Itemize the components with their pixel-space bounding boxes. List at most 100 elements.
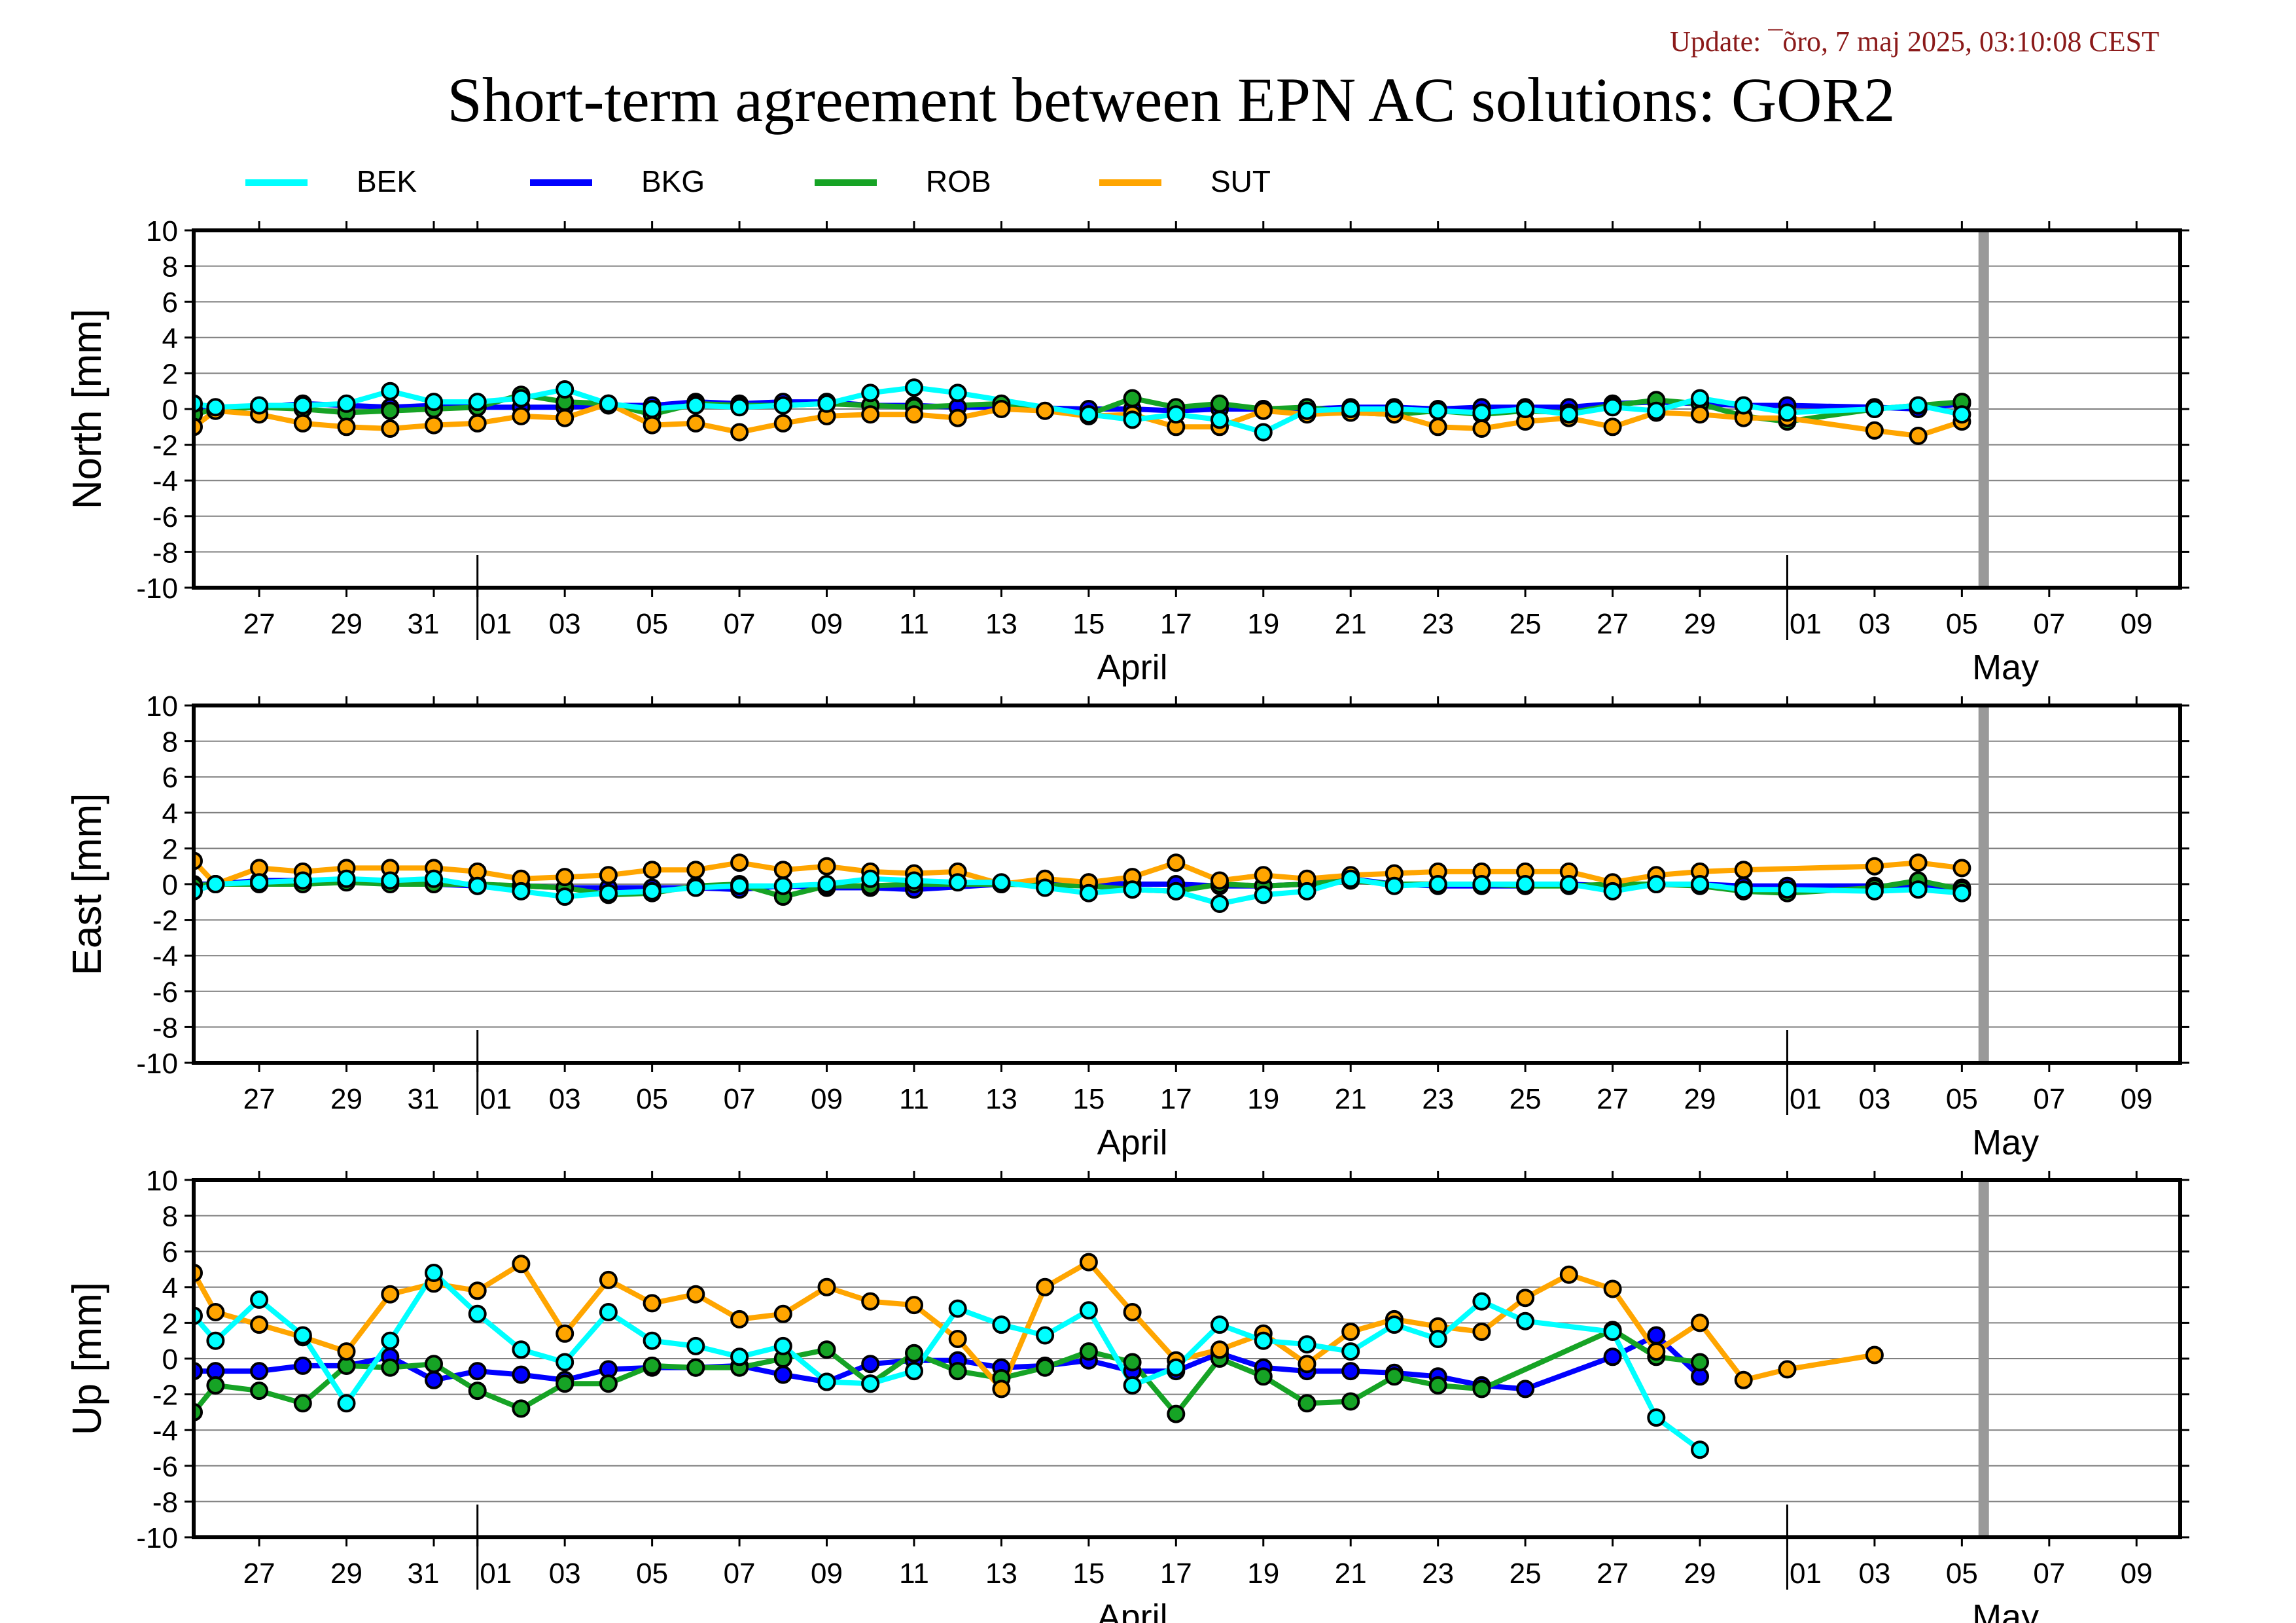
data-point-rob [250, 1382, 269, 1400]
data-point-bkg [425, 1370, 443, 1389]
data-point-bek [206, 1331, 225, 1350]
data-point-sut [1603, 1279, 1622, 1298]
data-point-bek [1647, 401, 1666, 420]
data-point-bek [773, 396, 792, 415]
data-point-bek [425, 1264, 443, 1282]
data-point-sut [1254, 401, 1273, 420]
plot-frame [192, 1178, 2182, 1539]
data-point-bek [1778, 880, 1797, 899]
x-tick-label: 29 [1684, 1083, 1716, 1115]
y-tick-label: 4 [162, 798, 178, 830]
data-point-bek [1298, 1335, 1316, 1354]
data-point-sut [1691, 405, 1709, 424]
y-tick-label: -6 [152, 1451, 178, 1483]
data-point-rob [1254, 1367, 1273, 1386]
data-point-bek [1778, 403, 1797, 422]
x-tick-label: 21 [1335, 1558, 1367, 1590]
data-point-bek [773, 876, 792, 895]
x-tick-label: 31 [408, 1558, 440, 1590]
data-point-bek [1254, 423, 1273, 442]
series-group [194, 851, 1971, 913]
data-point-sut [992, 1380, 1011, 1399]
data-point-sut [1734, 1370, 1753, 1389]
data-point-bek [1341, 1342, 1360, 1361]
y-tick-label: 10 [146, 1165, 178, 1197]
data-point-bek [643, 882, 662, 901]
data-point-sut [1036, 1277, 1055, 1296]
panel-2: 10 8 6 42 0 -2-4 -6 -8 -10 East [mm] 27 29 31 01 03 05 0… [65, 690, 2189, 1162]
x-tick-label: 15 [1072, 608, 1104, 640]
data-point-sut [337, 1342, 356, 1361]
x-tick-label: 05 [636, 1083, 668, 1115]
y-tick-label: 4 [162, 1272, 178, 1304]
y-axis-label: North [mm] [65, 309, 110, 510]
x-tick-label: 11 [899, 1083, 929, 1115]
x-tick-label: 11 [899, 1558, 929, 1590]
y-axis-label: East [mm] [65, 793, 110, 975]
data-point-bek [817, 1372, 836, 1391]
data-point-bkg [1647, 1326, 1666, 1345]
data-point-bek [643, 400, 662, 418]
data-point-sut [1603, 418, 1622, 437]
data-point-bek [905, 1362, 923, 1381]
data-point-sut [1516, 1289, 1535, 1308]
data-point-sut [817, 1277, 836, 1296]
data-point-bek [948, 1299, 967, 1318]
x-tick-label: 03 [1858, 608, 1890, 640]
x-tick-label: 09 [2121, 1083, 2153, 1115]
x-tick-label: 01 [480, 608, 512, 640]
y-tick-label: 8 [162, 1201, 178, 1233]
x-tick-label: 29 [330, 1083, 362, 1115]
data-point-bek [1428, 401, 1447, 420]
data-point-bek [1734, 396, 1753, 415]
data-point-bek [337, 1394, 356, 1413]
data-point-bek [1210, 410, 1229, 429]
x-tick-label: 09 [811, 1558, 843, 1590]
data-point-sut [817, 857, 836, 876]
data-point-sut [556, 868, 574, 887]
update-timestamp: Update: ¯õro, 7 maj 2025, 03:10:08 CEST [1670, 26, 2159, 58]
x-tick-label: 25 [1510, 1558, 1542, 1590]
data-point-rob [206, 1376, 225, 1395]
data-point-bek [1865, 400, 1884, 418]
month-label: May [1972, 648, 2039, 687]
data-point-sut [1210, 871, 1229, 890]
data-point-bek [1123, 1376, 1142, 1395]
data-point-bek [556, 1353, 574, 1372]
data-point-sut [206, 1303, 225, 1321]
data-point-sut [730, 423, 749, 442]
x-tick-label: 31 [408, 608, 440, 640]
data-point-bek [1385, 400, 1404, 418]
x-tick-label: 03 [1858, 1083, 1890, 1115]
data-point-rob [1298, 1394, 1316, 1413]
data-point-bek [1298, 882, 1316, 901]
y-tick-label: -4 [152, 940, 178, 972]
y-tick-label: -10 [136, 1048, 178, 1080]
x-tick-label: 25 [1510, 1083, 1542, 1115]
data-point-sut [948, 408, 967, 427]
data-point-bek [293, 1326, 312, 1345]
legend-label-rob: ROB [926, 164, 991, 198]
y-tick-label: 2 [162, 358, 178, 390]
data-point-sut [1036, 401, 1055, 420]
data-point-bek [1123, 880, 1142, 899]
data-point-bkg [468, 1362, 487, 1381]
data-point-bkg [293, 1356, 312, 1375]
x-tick-label: 07 [724, 1083, 756, 1115]
data-point-bek [337, 394, 356, 413]
data-point-bek [948, 383, 967, 402]
x-tick-label: 15 [1072, 1558, 1104, 1590]
data-point-sut [1341, 1323, 1360, 1341]
data-point-sut [512, 1255, 531, 1274]
x-tick-label: 03 [549, 608, 581, 640]
data-point-bek [425, 393, 443, 412]
x-tick-label: 05 [1946, 1558, 1978, 1590]
data-point-bek [556, 380, 574, 399]
y-tick-label: 0 [162, 1344, 178, 1376]
data-point-bek [599, 1303, 618, 1321]
data-point-sut [1079, 1253, 1098, 1272]
x-tick-label: 31 [408, 1083, 440, 1115]
x-tick-label: 03 [1858, 1558, 1890, 1590]
data-point-bek [861, 869, 880, 888]
